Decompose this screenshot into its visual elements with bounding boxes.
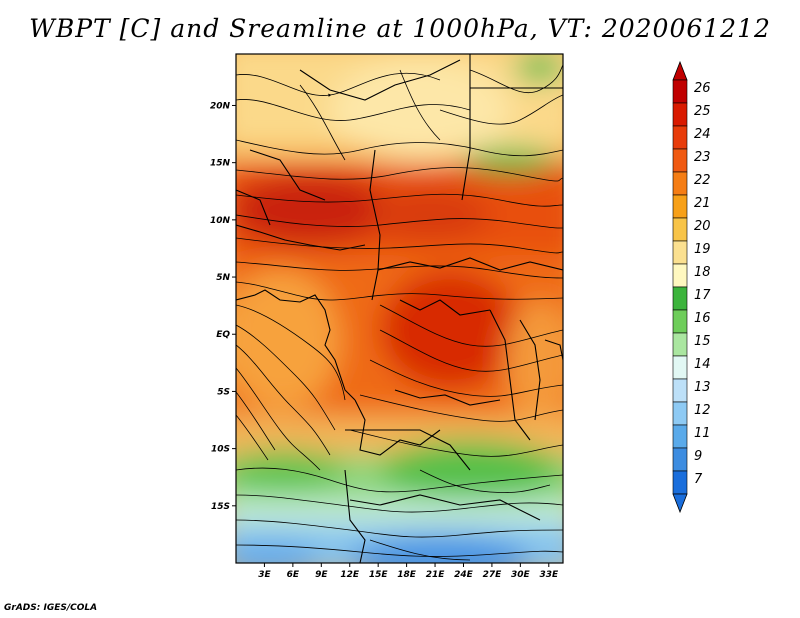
colorbar-segment <box>672 125 688 150</box>
lat-tick-label: EQ <box>216 330 230 340</box>
colorbar-segment <box>672 194 688 219</box>
colorbar-label: 19 <box>694 242 711 257</box>
lat-tick-label: 10N <box>210 216 231 226</box>
map-frame <box>235 53 564 564</box>
lon-tick-label: 27E <box>483 570 503 580</box>
colorbar-label: 14 <box>694 357 711 372</box>
colorbar-label: 25 <box>694 104 711 119</box>
colorbar-label: 26 <box>694 81 711 96</box>
lon-tick-label: 21E <box>426 570 446 580</box>
colorbar-label: 13 <box>694 380 711 395</box>
colorbar-label: 16 <box>694 311 711 326</box>
colorbar-label: 24 <box>694 127 711 142</box>
lon-tick-label: 30E <box>511 570 531 580</box>
colorbar-label: 20 <box>694 219 711 234</box>
lat-tick-label: 5S <box>217 387 230 397</box>
lat-tick-label: 20N <box>210 101 231 111</box>
colorbar-segment <box>672 171 688 196</box>
latitude-axis: 20N 15N 10N 5N EQ 5S 10S 15S <box>210 101 236 512</box>
lon-tick-label: 18E <box>397 570 417 580</box>
colorbar-bottom-arrow <box>672 493 688 514</box>
colorbar-label: 15 <box>694 334 711 349</box>
lat-tick-label: 10S <box>211 445 230 455</box>
lat-tick-label: 15N <box>210 159 231 169</box>
colorbar-label: 23 <box>694 150 711 165</box>
colorbar-segment <box>672 401 688 426</box>
colorbar-segment <box>672 148 688 173</box>
colorbar: 26 25 24 23 22 21 20 19 18 17 16 15 14 13 12 11 9 7 <box>672 60 711 514</box>
temperature-field <box>236 54 563 563</box>
lon-tick-label: 12E <box>340 570 360 580</box>
colorbar-label: 11 <box>694 426 711 441</box>
lat-tick-label: 15S <box>211 502 230 512</box>
colorbar-top-arrow <box>672 60 688 81</box>
colorbar-segment <box>672 240 688 265</box>
colorbar-label: 17 <box>694 288 711 303</box>
colorbar-segment <box>672 309 688 334</box>
colorbar-segment <box>672 447 688 472</box>
grads-credit: GrADS: IGES/COLA <box>4 603 98 613</box>
colorbar-segment <box>672 217 688 242</box>
lon-tick-label: 15E <box>369 570 389 580</box>
colorbar-segment <box>672 378 688 403</box>
lon-tick-label: 9E <box>315 570 328 580</box>
country-borders <box>236 54 563 563</box>
lon-tick-label: 33E <box>539 570 559 580</box>
longitude-axis: 3E 6E 9E 12E 15E 18E 21E 24E 27E 30E 33E <box>258 563 559 580</box>
lon-tick-label: 3E <box>258 570 271 580</box>
colorbar-label: 9 <box>694 449 702 464</box>
colorbar-segment <box>672 79 688 104</box>
colorbar-segment <box>672 470 688 495</box>
colorbar-segment <box>672 286 688 311</box>
colorbar-label: 18 <box>694 265 711 280</box>
colorbar-segment <box>672 424 688 449</box>
lon-tick-label: 6E <box>287 570 300 580</box>
colorbar-label: 22 <box>694 173 711 188</box>
streamlines <box>236 64 563 561</box>
map-title: WBPT [C] and Sreamline at 1000hPa, VT: 2… <box>29 14 771 43</box>
colorbar-segment <box>672 102 688 127</box>
colorbar-segment <box>672 263 688 288</box>
colorbar-segment <box>672 332 688 357</box>
colorbar-label: 21 <box>694 196 711 211</box>
colorbar-label: 7 <box>694 472 703 487</box>
lat-tick-label: 5N <box>216 273 230 283</box>
colorbar-label: 12 <box>694 403 711 418</box>
colorbar-segment <box>672 355 688 380</box>
lon-tick-label: 24E <box>454 570 474 580</box>
